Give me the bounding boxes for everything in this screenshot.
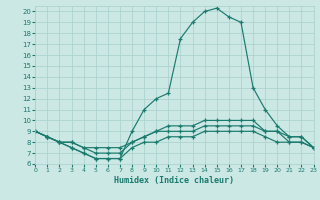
X-axis label: Humidex (Indice chaleur): Humidex (Indice chaleur) [115,176,235,185]
